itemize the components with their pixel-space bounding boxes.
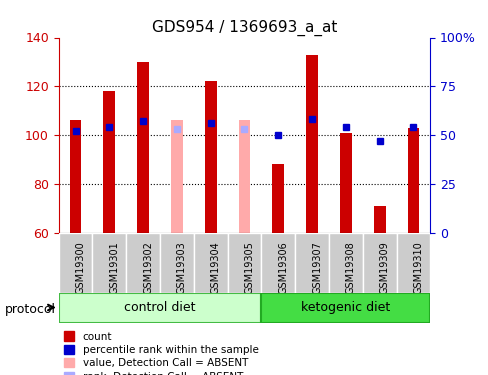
FancyBboxPatch shape: [328, 232, 362, 292]
Bar: [238, 120, 250, 232]
FancyBboxPatch shape: [126, 232, 160, 292]
Text: GSM19300: GSM19300: [76, 242, 85, 294]
FancyBboxPatch shape: [227, 232, 261, 292]
Text: GSM19310: GSM19310: [412, 242, 423, 294]
Text: control diet: control diet: [124, 301, 195, 314]
Text: GSM19301: GSM19301: [109, 242, 119, 294]
FancyBboxPatch shape: [261, 232, 295, 292]
FancyBboxPatch shape: [261, 292, 429, 322]
Text: ketogenic diet: ketogenic diet: [301, 301, 390, 314]
Bar: [69, 120, 81, 232]
FancyBboxPatch shape: [59, 232, 92, 292]
Legend: count, percentile rank within the sample, value, Detection Call = ABSENT, rank, : count, percentile rank within the sample…: [64, 332, 258, 375]
FancyBboxPatch shape: [295, 232, 328, 292]
Bar: [204, 81, 216, 232]
Text: GSM19306: GSM19306: [278, 242, 288, 294]
Bar: [407, 128, 419, 232]
FancyBboxPatch shape: [193, 232, 227, 292]
Bar: [339, 133, 351, 232]
FancyBboxPatch shape: [160, 232, 193, 292]
Bar: [171, 120, 183, 232]
Bar: [103, 91, 115, 232]
Title: GDS954 / 1369693_a_at: GDS954 / 1369693_a_at: [151, 20, 337, 36]
FancyBboxPatch shape: [396, 232, 429, 292]
Text: GSM19307: GSM19307: [311, 242, 322, 294]
Text: GSM19304: GSM19304: [210, 242, 220, 294]
Text: GSM19305: GSM19305: [244, 242, 254, 294]
Text: GSM19302: GSM19302: [143, 242, 153, 294]
FancyBboxPatch shape: [59, 292, 261, 322]
FancyBboxPatch shape: [92, 232, 126, 292]
Bar: [137, 62, 149, 232]
Text: protocol: protocol: [5, 303, 56, 316]
Text: GSM19309: GSM19309: [379, 242, 389, 294]
Text: GSM19308: GSM19308: [345, 242, 355, 294]
Bar: [305, 55, 317, 232]
Text: GSM19303: GSM19303: [177, 242, 186, 294]
Bar: [373, 206, 385, 232]
Bar: [272, 164, 284, 232]
FancyBboxPatch shape: [362, 232, 396, 292]
